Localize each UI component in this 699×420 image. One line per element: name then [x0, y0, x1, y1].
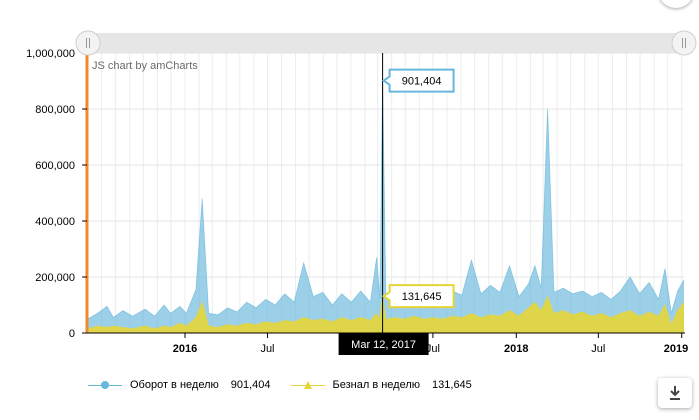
- y-tick-label: 0: [69, 328, 75, 340]
- legend-label: Безнал в неделю: [332, 379, 421, 391]
- balloon-turnover-value: 901,404: [402, 76, 442, 88]
- x-tick-label: Jul: [591, 343, 605, 355]
- chart-cursor: 901,404 131,645 Mar 12, 2017: [338, 53, 455, 355]
- series-line-1: [87, 295, 685, 330]
- legend: Оборот в неделю 901,404 Безнал в неделю …: [88, 378, 492, 392]
- legend-value: 131,645: [432, 379, 472, 391]
- x-tick-label: 2016: [173, 343, 197, 355]
- x-tick-label: Jul: [260, 343, 274, 355]
- y-tick-label: 600,000: [35, 160, 75, 172]
- x-tick-label: 2019: [664, 343, 688, 355]
- legend-item-cashless[interactable]: Безнал в неделю 131,645: [290, 378, 472, 392]
- balloon-turnover: 901,404: [381, 68, 455, 93]
- legend-triangle-marker: [290, 378, 325, 392]
- x-tick-label: Jul: [426, 343, 440, 355]
- legend-item-turnover[interactable]: Оборот в неделю 901,404: [88, 378, 271, 392]
- y-tick-label: 1,000,000: [26, 48, 75, 60]
- y-tick-label: 200,000: [35, 272, 75, 284]
- y-tick-label: 800,000: [35, 104, 75, 116]
- scrollbar-left-grip[interactable]: [75, 30, 101, 56]
- series-area-1: [88, 296, 684, 333]
- series-line-0: [87, 80, 685, 320]
- legend-circle-marker: [88, 378, 122, 392]
- x-tick-label: 2018: [504, 343, 528, 355]
- y-axis-ticks: 1,000,000 800,000 600,000 400,000 200,000 0: [26, 48, 87, 340]
- y-tick-label: 400,000: [35, 216, 75, 228]
- chart-credit: JS chart by amCharts: [92, 60, 198, 72]
- legend-value: 901,404: [230, 379, 271, 391]
- balloon-cashless: 131,645: [381, 284, 455, 309]
- x-axis-ticks: 2016 Jul Jul 2018 Jul 2019: [173, 333, 688, 355]
- menu-icon[interactable]: [658, 0, 694, 8]
- scrollbar-right-grip[interactable]: [671, 30, 697, 56]
- cursor-date-label: Mar 12, 2017: [338, 333, 429, 355]
- series-area-0: [88, 80, 684, 333]
- series-areas: [87, 80, 685, 333]
- scrollbar[interactable]: [75, 30, 697, 56]
- download-icon: [670, 386, 680, 400]
- legend-label: Оборот в неделю: [130, 379, 219, 391]
- export-button[interactable]: [658, 378, 692, 408]
- cursor-date-text: Mar 12, 2017: [351, 339, 416, 351]
- balloon-cashless-value: 131,645: [402, 291, 442, 303]
